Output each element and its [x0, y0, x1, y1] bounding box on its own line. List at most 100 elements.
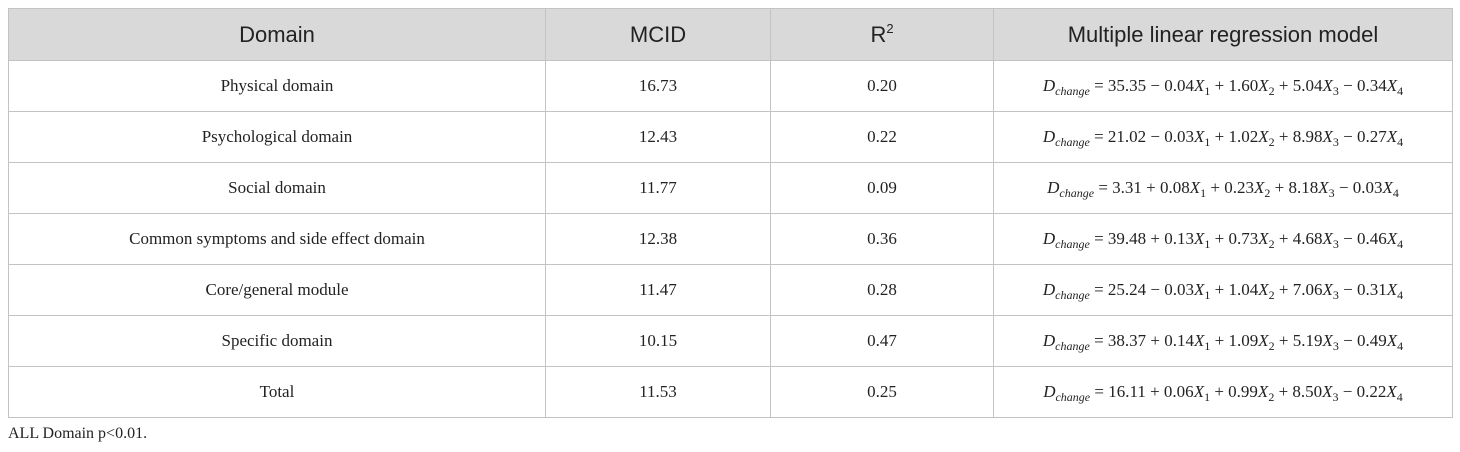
mcid-cell: 16.73: [545, 60, 771, 112]
column-header: Domain: [8, 8, 546, 61]
formula-part: D: [1043, 382, 1056, 401]
formula-part: + 0.23: [1206, 178, 1254, 197]
mcid-cell: 11.47: [545, 264, 771, 316]
model-cell: Dchange = 25.24 − 0.03X1 + 1.04X2 + 7.06…: [993, 264, 1453, 316]
footnote: ALL Domain p<0.01.: [8, 425, 148, 442]
formula-part: change: [1059, 186, 1095, 200]
formula-part: change: [1055, 390, 1091, 404]
formula-part: 1: [1200, 186, 1207, 200]
formula-part: + 1.60: [1210, 76, 1259, 95]
formula-part: = 3.31 + 0.08: [1094, 178, 1190, 197]
table-row: Common symptoms and side effect domain 12…: [8, 213, 1453, 265]
formula-part: X: [1382, 178, 1393, 197]
formula-part: 3: [1328, 186, 1335, 200]
formula-part: X: [1386, 76, 1398, 95]
column-header: MCID: [545, 8, 771, 61]
formula-part: X: [1189, 178, 1201, 197]
column-header: R2: [770, 8, 994, 61]
model-cell: Dchange = 35.35 − 0.04X1 + 1.60X2 + 5.04…: [993, 60, 1453, 112]
header-base: R: [870, 21, 887, 47]
formula-part: X: [1258, 280, 1269, 299]
formula-part: D: [1042, 229, 1056, 248]
formula-part: X: [1258, 331, 1269, 350]
formula-part: X: [1258, 229, 1269, 248]
formula-part: X: [1386, 229, 1398, 248]
table-row: Specific domain 10.15 0.47 Dchange = 38.37 …: [8, 315, 1453, 367]
model-cell: Dchange = 38.37 + 0.14X1 + 1.09X2 + 5.19…: [993, 315, 1453, 367]
formula-part: X: [1194, 76, 1205, 95]
formula-part: 4: [1397, 237, 1404, 251]
r2-cell: 0.25: [770, 366, 994, 418]
formula-part: X: [1322, 382, 1333, 401]
formula-part: X: [1322, 76, 1333, 95]
formula-part: − 0.31: [1338, 280, 1387, 299]
formula-part: 1: [1204, 84, 1211, 98]
formula-part: X: [1386, 331, 1398, 350]
formula-part: 2: [1264, 186, 1271, 200]
formula-part: 1: [1204, 339, 1211, 353]
domain-cell: Common symptoms and side effect domain: [8, 213, 546, 265]
formula-part: X: [1322, 229, 1333, 248]
formula-part: D: [1042, 280, 1056, 299]
formula-part: 2: [1268, 390, 1275, 404]
formula-part: 1: [1204, 390, 1211, 404]
mcid-cell: 10.15: [545, 315, 771, 367]
formula-part: X: [1386, 280, 1398, 299]
table-body: Physical domain 16.73 0.20 Dchange = 35.35 …: [8, 60, 1453, 418]
model-cell: Dchange = 39.48 + 0.13X1 + 0.73X2 + 4.68…: [993, 213, 1453, 265]
formula-part: X: [1322, 280, 1333, 299]
table-row: Physical domain 16.73 0.20 Dchange = 35.35 …: [8, 60, 1453, 112]
formula-part: − 0.22: [1338, 382, 1387, 401]
formula-part: + 5.19: [1274, 331, 1323, 350]
column-header: Multiple linear regression model: [993, 8, 1453, 61]
formula-part: 2: [1268, 135, 1275, 149]
r2-cell: 0.36: [770, 213, 994, 265]
formula-part: X: [1386, 382, 1397, 401]
formula-part: D: [1042, 127, 1056, 146]
formula-part: = 16.11 + 0.06: [1090, 382, 1194, 401]
formula-part: + 7.06: [1274, 280, 1323, 299]
formula-part: + 8.98: [1274, 127, 1323, 146]
r2-cell: 0.28: [770, 264, 994, 316]
formula-part: + 8.50: [1274, 382, 1323, 401]
formula-part: 3: [1332, 237, 1339, 251]
formula-part: 3: [1332, 339, 1339, 353]
formula-part: + 0.73: [1210, 229, 1259, 248]
formula-part: 3: [1332, 288, 1339, 302]
formula-part: X: [1193, 382, 1205, 401]
formula-part: + 8.18: [1270, 178, 1319, 197]
header-superscript: 2: [886, 20, 894, 36]
r2-cell: 0.09: [770, 162, 994, 214]
mcid-cell: 12.38: [545, 213, 771, 265]
results-table: Domain MCID R2 Multiple linear regression m…: [8, 8, 1453, 418]
r2-cell: 0.47: [770, 315, 994, 367]
formula-part: 4: [1397, 288, 1404, 302]
table-row: Psychological domain 12.43 0.22 Dchange = 2…: [8, 111, 1453, 163]
formula-part: + 5.04: [1274, 76, 1323, 95]
formula-part: X: [1254, 178, 1265, 197]
mcid-cell: 11.53: [545, 366, 771, 418]
formula-part: X: [1322, 127, 1333, 146]
formula-part: = 39.48 + 0.13: [1089, 229, 1195, 248]
table-row: Core/general module 11.47 0.28 Dchange = 25…: [8, 264, 1453, 316]
formula-part: X: [1322, 331, 1333, 350]
domain-cell: Social domain: [8, 162, 546, 214]
formula-part: 4: [1396, 390, 1403, 404]
table-row: Social domain 11.77 0.09 Dchange = 3.31 + 0…: [8, 162, 1453, 214]
table-row: Total 11.53 0.25 Dchange = 16.11 + 0.06X1 +…: [8, 366, 1453, 418]
formula-part: 4: [1392, 186, 1399, 200]
formula-part: X: [1258, 76, 1269, 95]
formula-part: 1: [1204, 237, 1211, 251]
formula-part: X: [1194, 280, 1205, 299]
model-cell: Dchange = 16.11 + 0.06X1 + 0.99X2 + 8.50…: [993, 366, 1453, 418]
formula-part: + 4.68: [1274, 229, 1323, 248]
domain-cell: Physical domain: [8, 60, 546, 112]
formula-part: 4: [1397, 84, 1404, 98]
formula-part: 2: [1268, 339, 1275, 353]
formula-part: 2: [1268, 237, 1275, 251]
formula-part: X: [1386, 127, 1398, 146]
formula-part: D: [1042, 331, 1056, 350]
formula-part: change: [1055, 339, 1090, 353]
formula-part: + 1.09: [1210, 331, 1259, 350]
